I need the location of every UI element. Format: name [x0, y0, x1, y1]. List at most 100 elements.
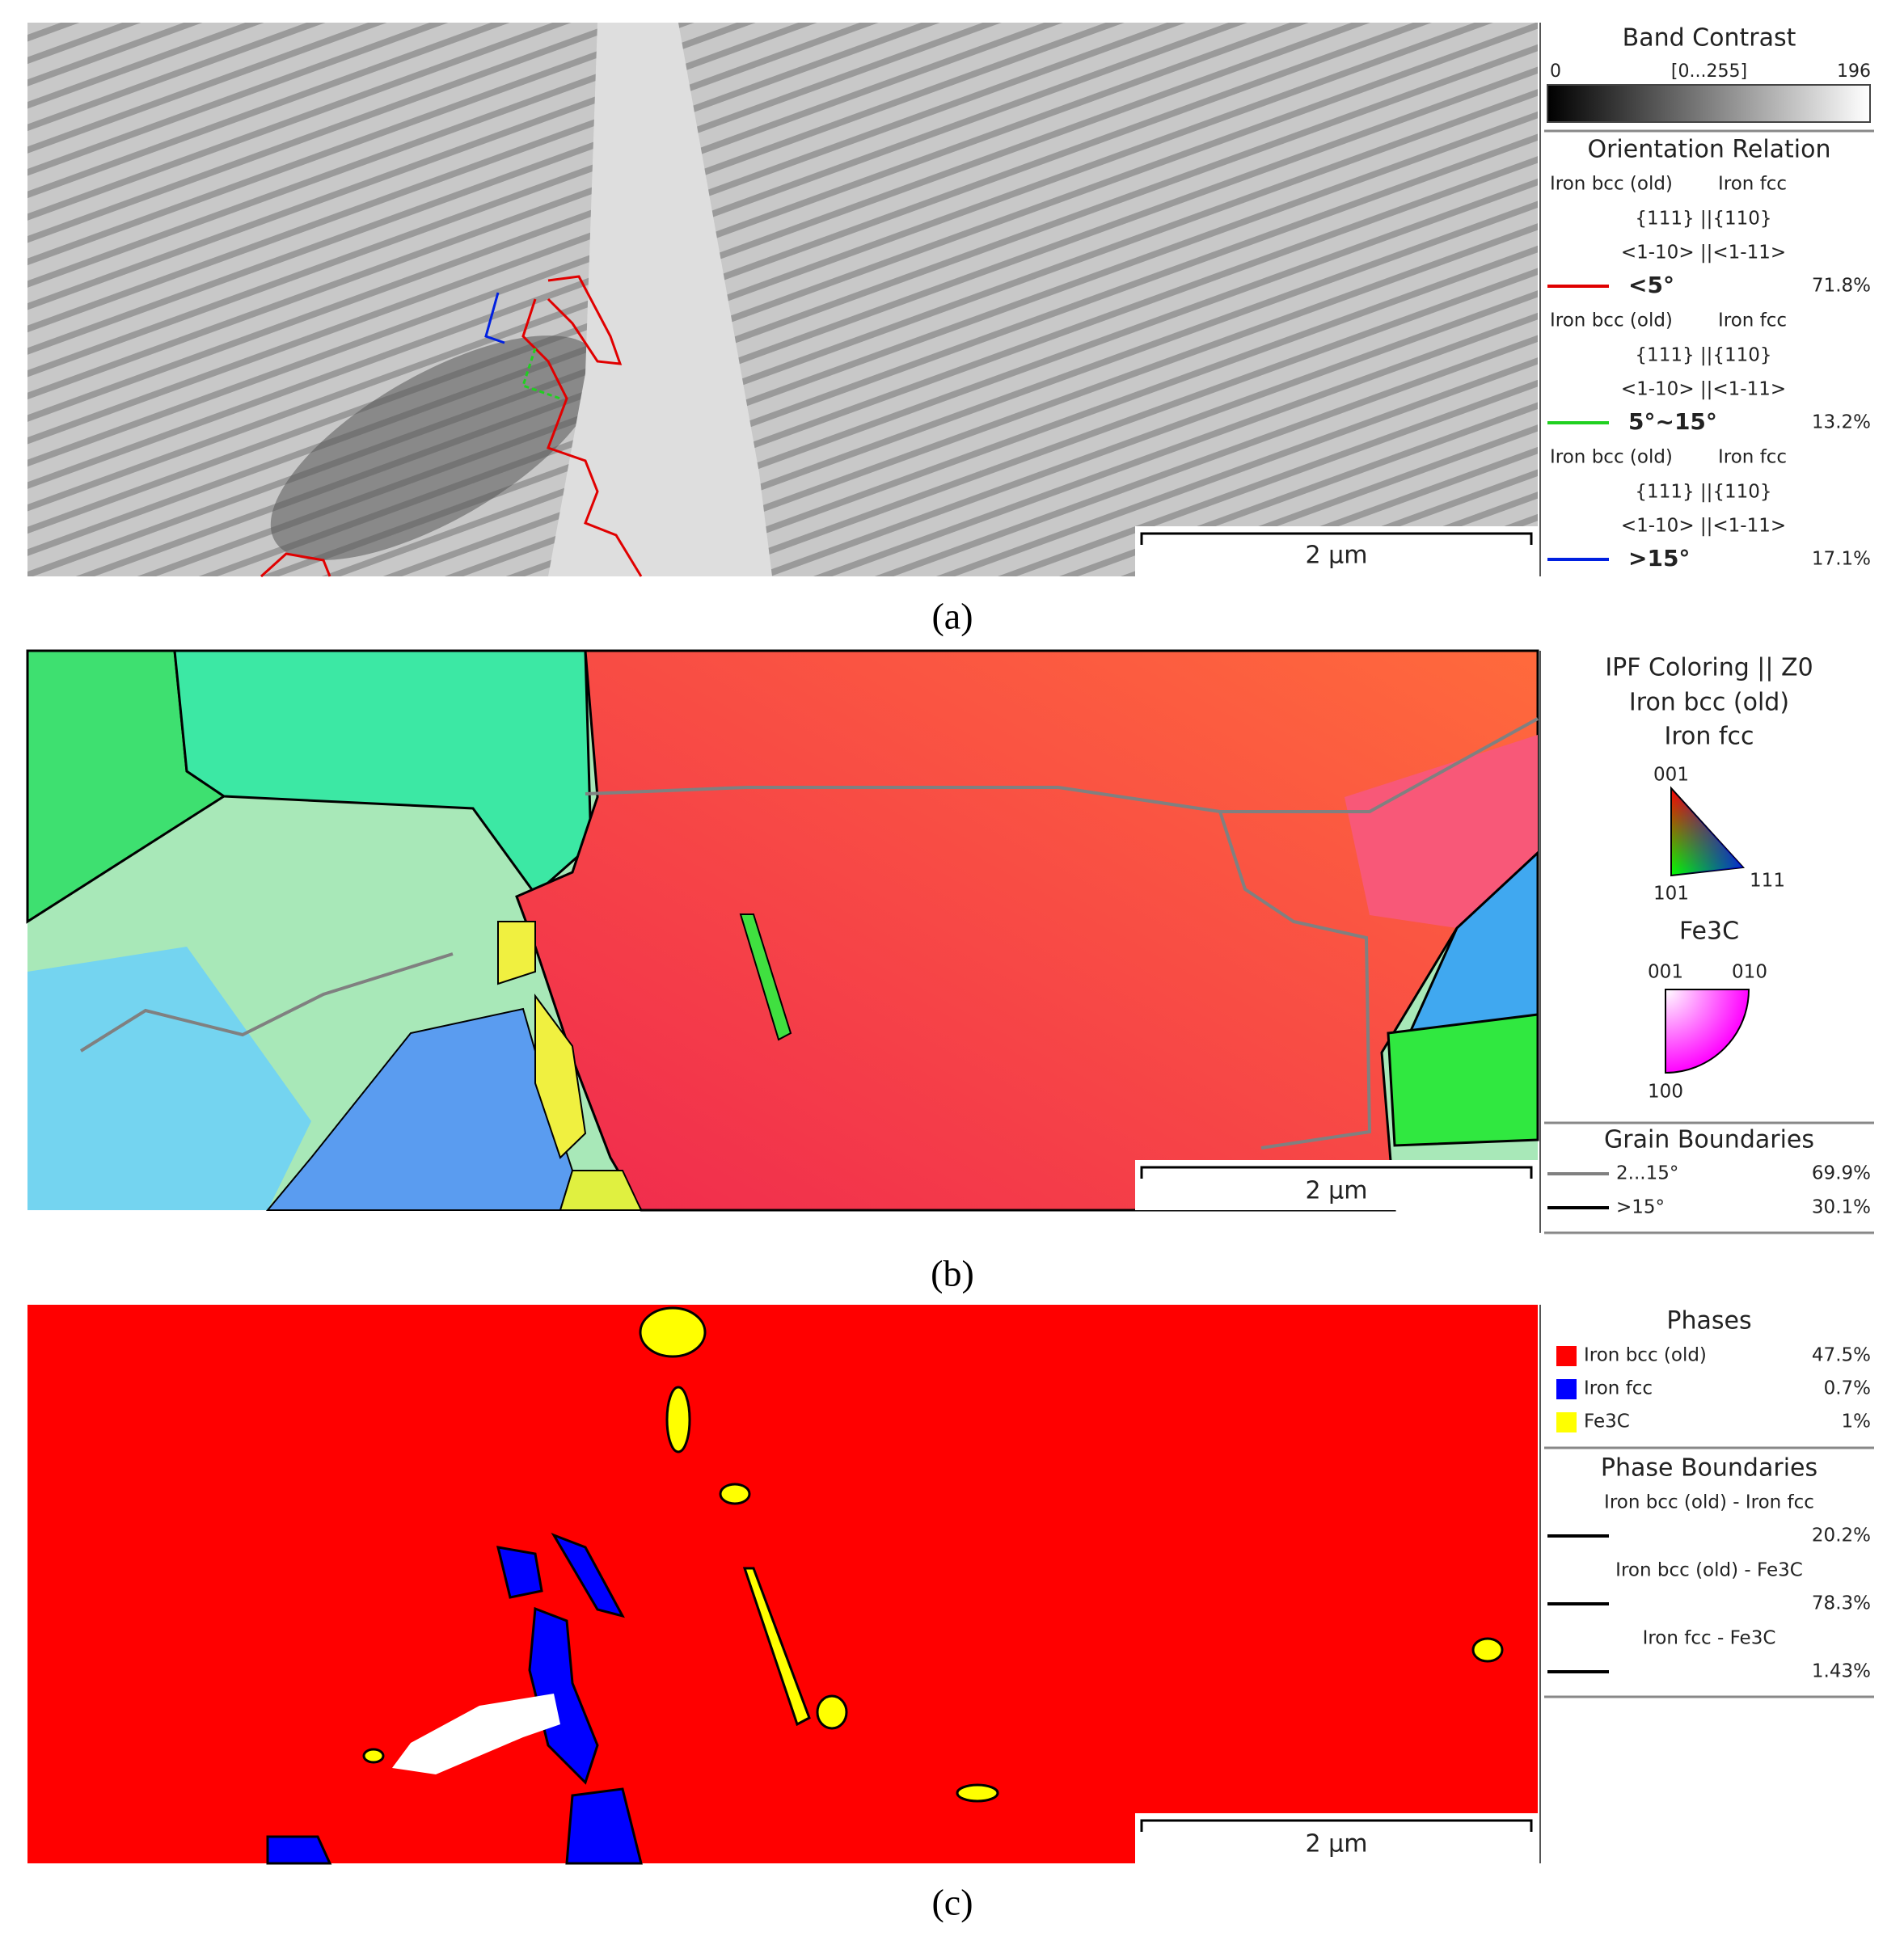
fcc-grain — [266, 1835, 332, 1865]
legend-text: 5°~15° — [1628, 408, 1717, 435]
legend-text: Iron bcc (old) - Iron fcc — [1604, 1492, 1814, 1513]
boundary-green — [521, 348, 561, 400]
legend-text: 0.7% — [1824, 1378, 1871, 1399]
legend-swatch — [1556, 1346, 1577, 1366]
phase-map: 2 μm — [27, 1305, 1538, 1865]
grain — [27, 947, 311, 1210]
grain — [173, 649, 593, 897]
legend-text: 69.9% — [1812, 1163, 1871, 1184]
carbide — [956, 1783, 999, 1803]
legend-text: Iron fcc — [1665, 723, 1754, 751]
legend-text: 100 — [1648, 1082, 1683, 1103]
legend-swatch — [1556, 1379, 1577, 1399]
legend-text: 17.1% — [1812, 549, 1871, 570]
bright-grain — [548, 23, 772, 576]
caption: (b) — [931, 1253, 974, 1294]
caption: (a) — [931, 596, 973, 637]
unindexed — [392, 1694, 560, 1774]
legend-text: {111} ||{110} — [1635, 345, 1771, 366]
legend-text: Iron bcc (old) — [1629, 689, 1789, 717]
legend-text: Iron bcc (old) - Fe3C — [1615, 1560, 1803, 1581]
fcc-grain — [551, 1533, 625, 1618]
legend-text: 2...15° — [1616, 1163, 1678, 1184]
fcc-grain — [496, 1546, 543, 1599]
legend-text: <1-10> ||<1-11> — [1621, 516, 1786, 537]
legend-text: Iron bcc (old) — [1550, 310, 1673, 331]
carbide — [742, 1567, 811, 1727]
ipf-key-carbide — [1665, 989, 1750, 1074]
legend-text: <5° — [1628, 272, 1674, 298]
grain — [534, 993, 587, 1159]
legend-text: >15° — [1628, 545, 1690, 572]
boundary-red — [547, 275, 623, 365]
legend-text: >15° — [1616, 1197, 1665, 1218]
boundary-blue — [484, 292, 505, 344]
boundary-red — [260, 552, 331, 578]
grain-boundary — [585, 717, 1539, 813]
legend-text: 71.8% — [1812, 276, 1871, 297]
legend-text: Iron fcc — [1584, 1378, 1653, 1399]
legend-text: 001 — [1653, 765, 1689, 786]
grain-boundary — [79, 952, 454, 1053]
legend-text: 001 — [1648, 962, 1683, 983]
map-background — [27, 1305, 1538, 1863]
scale-bar — [1140, 1819, 1533, 1832]
legend-text: Iron fcc - Fe3C — [1643, 1628, 1776, 1649]
carbide — [816, 1694, 848, 1730]
legend-text: Iron fcc — [1718, 310, 1787, 331]
scale-bar-label: 2 μm — [1306, 1830, 1368, 1859]
ipf-key-cubic-shade — [1671, 788, 1743, 875]
caption: (c) — [931, 1882, 973, 1923]
legend-text: 47.5% — [1812, 1345, 1871, 1366]
legend-text: 20.2% — [1812, 1525, 1871, 1546]
legend-text: Iron bcc (old) — [1550, 174, 1673, 195]
legend-text: Orientation Relation — [1587, 136, 1830, 164]
legend-text: <1-10> ||<1-11> — [1621, 243, 1786, 264]
grain — [1387, 1013, 1539, 1147]
grain — [739, 913, 792, 1041]
grain — [515, 649, 1539, 1212]
legend-swatch — [1556, 1412, 1577, 1432]
legend-text: 30.1% — [1812, 1197, 1871, 1218]
band-contrast-scale — [1547, 84, 1871, 123]
legend-text: 010 — [1732, 962, 1767, 983]
legend-text: 1.43% — [1812, 1661, 1871, 1682]
legend-text: 78.3% — [1812, 1593, 1871, 1614]
legend-text: {111} ||{110} — [1635, 482, 1771, 503]
grain — [497, 921, 536, 985]
scale-bar-label: 2 μm — [1306, 542, 1368, 570]
legend-text: Fe3C — [1584, 1411, 1630, 1432]
legend-text: Phases — [1666, 1307, 1751, 1335]
dark-region — [270, 335, 602, 560]
grain — [1345, 735, 1538, 928]
grain-boundary — [1218, 811, 1372, 1150]
legend-text: Grain Boundaries — [1604, 1126, 1814, 1154]
scale-bar — [1140, 1166, 1533, 1179]
legend-text: <1-10> ||<1-11> — [1621, 379, 1786, 400]
legend-text: 111 — [1750, 871, 1785, 892]
legend-text: Phase Boundaries — [1601, 1454, 1817, 1483]
legend-text: 101 — [1653, 884, 1689, 905]
band-contrast-map: 2 μm — [27, 23, 1538, 578]
fcc-grain — [528, 1606, 599, 1785]
legend-text: 1% — [1842, 1411, 1872, 1432]
carbide — [1471, 1637, 1504, 1663]
ipf-map: 2 μm — [26, 649, 1539, 1212]
carbide — [362, 1748, 385, 1764]
legend-text: Iron fcc — [1718, 447, 1787, 468]
legend-text: Iron bcc (old) — [1584, 1345, 1707, 1366]
legend-text: 13.2% — [1812, 412, 1871, 433]
legend-text: 196 — [1837, 61, 1871, 82]
legend-text: [0...255] — [1671, 61, 1747, 82]
grain — [559, 1170, 643, 1211]
legend-text: IPF Coloring || Z0 — [1605, 654, 1813, 682]
legend-text: Fe3C — [1679, 918, 1739, 946]
legend-text: Band Contrast — [1623, 24, 1796, 53]
carbide — [639, 1306, 707, 1358]
legend-text: {111} ||{110} — [1635, 209, 1771, 230]
legend-text: Iron fcc — [1718, 174, 1787, 195]
map-background — [27, 23, 1538, 576]
scale-bar-label: 2 μm — [1306, 1177, 1368, 1205]
legend-text: 0 — [1550, 61, 1561, 82]
